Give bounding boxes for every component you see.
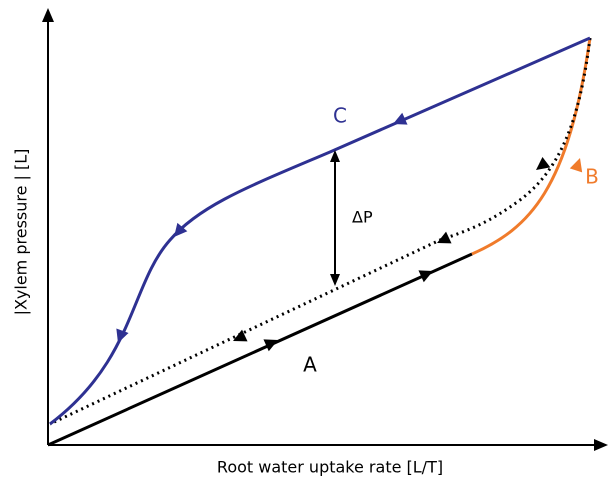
curve-label: A bbox=[303, 353, 317, 377]
arrow bbox=[330, 150, 340, 162]
curve-a bbox=[47, 252, 473, 447]
x-axis-label: Root water uptake rate [L/T] bbox=[217, 458, 443, 477]
curve-c bbox=[49, 36, 591, 426]
arrow bbox=[569, 155, 587, 173]
arrow bbox=[111, 328, 129, 346]
x-axis-arrow bbox=[594, 439, 608, 451]
y-axis-label: |Xylem pressure | [L] bbox=[12, 149, 31, 316]
arrow bbox=[390, 112, 408, 130]
y-axis-arrow bbox=[42, 8, 54, 22]
curve-label: B bbox=[585, 165, 599, 189]
arrow bbox=[330, 274, 340, 286]
curve-label: C bbox=[333, 104, 347, 128]
arrow bbox=[434, 231, 452, 249]
annotation: ΔP bbox=[352, 208, 373, 227]
curve-b bbox=[471, 37, 592, 256]
dotted-curve bbox=[49, 37, 592, 426]
arrow bbox=[418, 265, 436, 283]
arrow bbox=[532, 156, 551, 176]
